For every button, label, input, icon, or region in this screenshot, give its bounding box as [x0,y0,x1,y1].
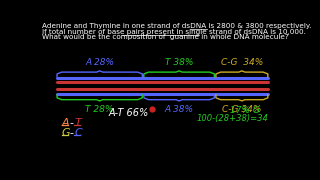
Text: -: - [69,118,74,128]
Text: A 38%: A 38% [164,105,194,114]
Text: Adenine and Thymine in one strand of dsDNA is 2800 & 3800 respectively.: Adenine and Thymine in one strand of dsD… [42,23,312,29]
Text: A-T 66%: A-T 66% [109,108,149,118]
Text: T 38%: T 38% [165,58,193,67]
Text: What would be the composition of  guanine in whole DNA molecule?: What would be the composition of guanine… [42,34,289,40]
Text: A 28%: A 28% [85,58,114,67]
Text: T: T [74,118,81,128]
Text: A: A [62,118,69,128]
Text: C-G  34%: C-G 34% [221,58,263,67]
Text: 17% G: 17% G [230,106,260,115]
Text: G: G [62,128,70,138]
Text: 100-(28+38)=34: 100-(28+38)=34 [196,114,268,123]
Text: -: - [69,128,74,138]
Text: T 28%: T 28% [85,105,114,114]
Text: C-G 34%: C-G 34% [222,105,261,114]
Text: C: C [74,128,82,138]
Text: If total number of base pairs present in single strand of dsDNA is 10,000.: If total number of base pairs present in… [42,28,306,35]
